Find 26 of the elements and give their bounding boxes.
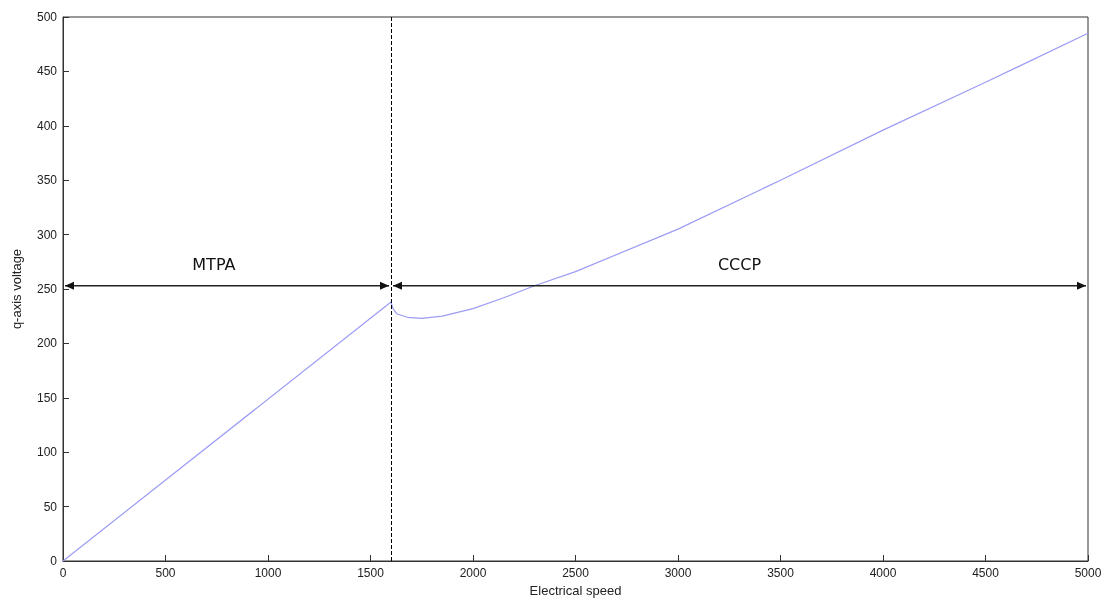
- x-axis-title: Electrical speed: [529, 582, 622, 598]
- y-axis-title: q-axis voltage: [9, 248, 24, 330]
- y-tick-label: 500: [36, 10, 58, 24]
- x-tick-label: 3000: [664, 566, 692, 580]
- x-tick-label: 1000: [254, 566, 282, 580]
- y-tick-label: 300: [36, 227, 58, 242]
- x-tick-label: 2000: [459, 566, 487, 580]
- y-tick-label: 450: [36, 64, 58, 79]
- x-tick-label: 2500: [562, 566, 590, 580]
- y-tick-label: 50: [43, 499, 58, 514]
- annotation: MTPA: [192, 254, 236, 274]
- x-tick-label: 3500: [767, 566, 795, 580]
- y-tick-label: 200: [36, 336, 58, 351]
- annotation: CCCP: [717, 254, 762, 274]
- x-tick-label: 0: [59, 566, 67, 580]
- x-tick-label: 5000: [1074, 566, 1102, 580]
- x-tick-label: 4000: [869, 566, 897, 580]
- y-tick-label: 400: [36, 118, 58, 133]
- y-tick-label: 100: [36, 445, 58, 460]
- x-tick-label: 1500: [357, 566, 385, 580]
- x-tick-label: 4500: [972, 566, 1000, 580]
- y-tick-label: 250: [36, 282, 58, 296]
- x-tick-label: 500: [155, 566, 176, 580]
- y-tick-label: 0: [50, 554, 58, 568]
- y-tick-label: 150: [36, 390, 58, 405]
- y-tick-label: 350: [36, 173, 58, 188]
